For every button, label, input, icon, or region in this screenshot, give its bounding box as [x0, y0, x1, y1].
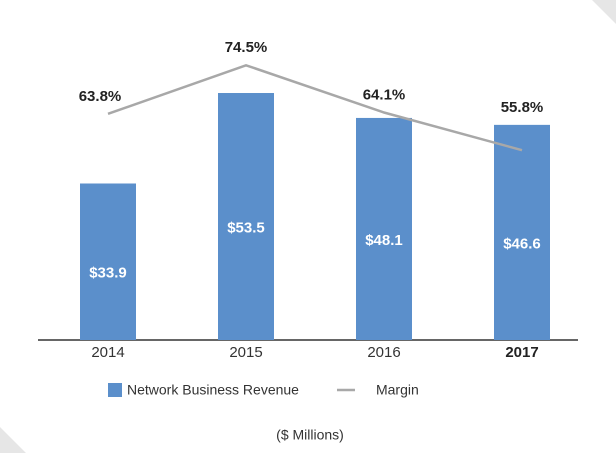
- x-tick-label: 2016: [367, 344, 400, 361]
- note: ($ Millions): [276, 427, 344, 443]
- legend-label: Network Business Revenue: [127, 382, 299, 398]
- bar: [218, 93, 274, 340]
- line: [107, 63, 523, 152]
- line-label: 74.5%: [225, 39, 268, 56]
- bar-label: $46.6: [503, 235, 541, 252]
- bar-label: $53.5: [227, 219, 265, 236]
- legend-swatch: [108, 383, 122, 397]
- bar: [80, 183, 136, 340]
- line-label: 55.8%: [501, 99, 544, 116]
- bar-label: $33.9: [89, 265, 127, 282]
- line-label: 64.1%: [363, 86, 406, 103]
- x-tick-label: 2014: [91, 344, 124, 361]
- x-tick-label: 2015: [229, 344, 262, 361]
- x-tick-label: 2017: [505, 344, 538, 361]
- line-label: 63.8%: [79, 88, 122, 105]
- bar: [356, 117, 412, 341]
- legend-label: Margin: [376, 382, 419, 398]
- bar-label: $48.1: [365, 232, 403, 249]
- bar: [494, 124, 550, 340]
